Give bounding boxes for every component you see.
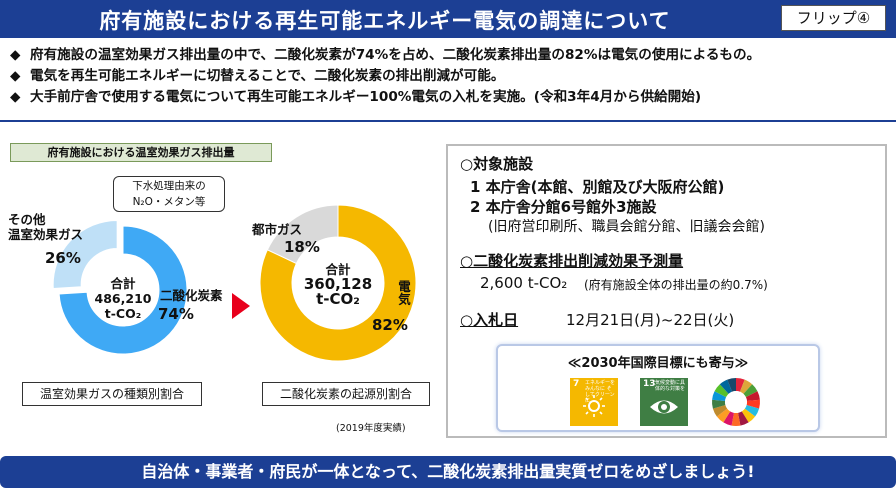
effect-heading: ○二酸化炭素排出削減効果予測量: [460, 252, 684, 270]
targets-heading: ○対象施設: [460, 155, 534, 173]
sdg-title: ≪2030年国際目標にも寄与≫: [567, 356, 749, 371]
chart2-center-line: 合計: [325, 262, 351, 277]
sdg-wheel-segment: [736, 378, 745, 392]
chart1-center-line: t-CO₂: [104, 306, 142, 321]
sdg-wheel-icon: [712, 378, 760, 426]
diamond-bullet-icon: ◆: [10, 68, 21, 84]
chart2-center: 合計 360,128 t-CO₂: [302, 262, 374, 307]
sdg-wheel-segment: [743, 384, 758, 398]
target-item: 2 本庁舎分館6号館外3施設: [470, 198, 657, 216]
co2-pct: 74%: [158, 305, 194, 323]
sdg-wheel-segment: [731, 412, 741, 426]
chart2-caption: 二酸化炭素の起源別割合: [262, 382, 430, 406]
callout-line: 下水処理由来の: [132, 180, 206, 192]
other-gas-pct: 26%: [45, 249, 81, 267]
right-arrow-icon: [232, 293, 250, 319]
sdg-wheel-segment: [738, 411, 749, 426]
bullet-item: ◆ 大手前庁舎で使用する電気について再生可能エネルギー100%電気の入札を実施。(…: [10, 87, 894, 108]
city-gas-label: 都市ガス: [252, 222, 303, 237]
slice-city-gas: [266, 204, 339, 265]
target-detail: (旧府営印刷所、職員会館分館、旧議会会館): [488, 219, 765, 235]
sdg13-number: 13: [643, 379, 656, 389]
chart1-caption: 温室効果ガスの種類別割合: [22, 382, 202, 406]
sdg-wheel-segment: [745, 391, 760, 401]
sdg-wheel-segment: [712, 391, 727, 401]
chart2-center-line: t-CO₂: [316, 290, 360, 308]
bullet-item: ◆ 府有施設の温室効果ガス排出量の中で、二酸化炭素が74%を占め、二酸化炭素排出量…: [10, 45, 894, 66]
bid-date: 12月21日(月)~22日(火): [566, 311, 735, 329]
page-title: 府有施設における再生可能エネルギー電気の調達について: [99, 9, 671, 33]
other-gas-label: その他 温室効果ガス: [8, 212, 83, 242]
slice-co2: [58, 225, 188, 355]
electric-pct: 82%: [372, 316, 408, 334]
sdg-wheel-segment: [746, 399, 760, 409]
sun-icon: [583, 395, 605, 417]
chart-section-label: 府有施設における温室効果ガス排出量: [10, 143, 272, 162]
sdg-panel: ≪2030年国際目標にも寄与≫ 7 エネルギーをみんなに そしてクリーンに 13…: [496, 344, 820, 432]
donut-chart-co2-sources: [259, 204, 417, 362]
sdg7-text: エネルギーをみんなに そしてクリーンに: [585, 380, 616, 404]
bullet-item: ◆ 電気を再生可能エネルギーに切替えることで、二酸化炭素の排出削減が可能。: [10, 66, 894, 87]
sdg-wheel-segment: [739, 379, 753, 394]
city-gas-pct: 18%: [284, 238, 320, 256]
callout-box: 下水処理由来の N₂O・メタン等: [113, 176, 225, 212]
slice-other-gases: [52, 220, 118, 290]
callout-line: N₂O・メタン等: [132, 196, 206, 208]
slice-electricity: [259, 204, 417, 362]
other-gas-label-line: その他: [8, 212, 46, 227]
sdg-wheel-segment: [714, 384, 729, 398]
sdg7-number: 7: [573, 379, 580, 389]
bullet-text: 電気を再生可能エネルギーに切替えることで、二酸化炭素の排出削減が可能。: [30, 68, 505, 84]
other-gas-label-line: 温室効果ガス: [8, 227, 84, 242]
sdg13-text: 気候変動に具体的な対策を: [655, 380, 686, 392]
chart1-center-line: 合計: [110, 276, 136, 291]
flip-badge: フリップ④: [781, 5, 886, 31]
bid-heading: ○入札日: [460, 311, 519, 329]
co2-label: 二酸化炭素: [160, 288, 223, 303]
donut-charts: [52, 204, 417, 362]
sdg7-tile: 7 エネルギーをみんなに そしてクリーンに: [570, 378, 618, 426]
effect-value: 2,600 t-CO₂: [480, 274, 568, 292]
sdg-wheel-segment: [719, 379, 733, 394]
year-note: (2019年度実績): [336, 423, 406, 434]
sdg-wheel-segment: [716, 408, 731, 423]
electric-label: 電気: [396, 280, 411, 305]
effect-note: (府有施設全体の排出量の約0.7%): [584, 278, 768, 292]
eye-globe-icon: [650, 400, 678, 414]
target-item: 1 本庁舎(本館、別館及び大阪府公館): [470, 178, 725, 196]
sdg-wheel-segment: [744, 405, 760, 417]
footer-banner: 自治体・事業者・府民が一体となって、二酸化炭素排出量実質ゼロをめざしましょう!: [0, 456, 896, 488]
bullet-text: 大手前庁舎で使用する電気について再生可能エネルギー100%電気の入札を実施。(令…: [30, 89, 702, 105]
sdg-wheel-segment: [727, 378, 736, 392]
chart1-center: 合計 486,210 t-CO₂: [88, 276, 158, 321]
donut-chart-gas-types: [52, 220, 188, 355]
chart1-center-line: 486,210: [94, 291, 152, 306]
sdg-wheel-segment: [741, 408, 756, 423]
sdg-wheel-segment: [723, 411, 734, 426]
details-panel: [446, 144, 887, 438]
sdg-wheel-segment: [712, 405, 728, 417]
diamond-bullet-icon: ◆: [10, 89, 21, 105]
chart2-center-line: 360,128: [303, 275, 373, 293]
bullet-text: 府有施設の温室効果ガス排出量の中で、二酸化炭素が74%を占め、二酸化炭素排出量の…: [30, 47, 761, 63]
sdg-wheel-segment: [712, 399, 726, 409]
header-bar: [0, 0, 896, 38]
separator-line: [0, 120, 896, 122]
sdg13-tile: 13 気候変動に具体的な対策を: [640, 378, 688, 426]
diamond-bullet-icon: ◆: [10, 47, 21, 63]
summary-bullets: ◆ 府有施設の温室効果ガス排出量の中で、二酸化炭素が74%を占め、二酸化炭素排出量…: [10, 45, 894, 108]
